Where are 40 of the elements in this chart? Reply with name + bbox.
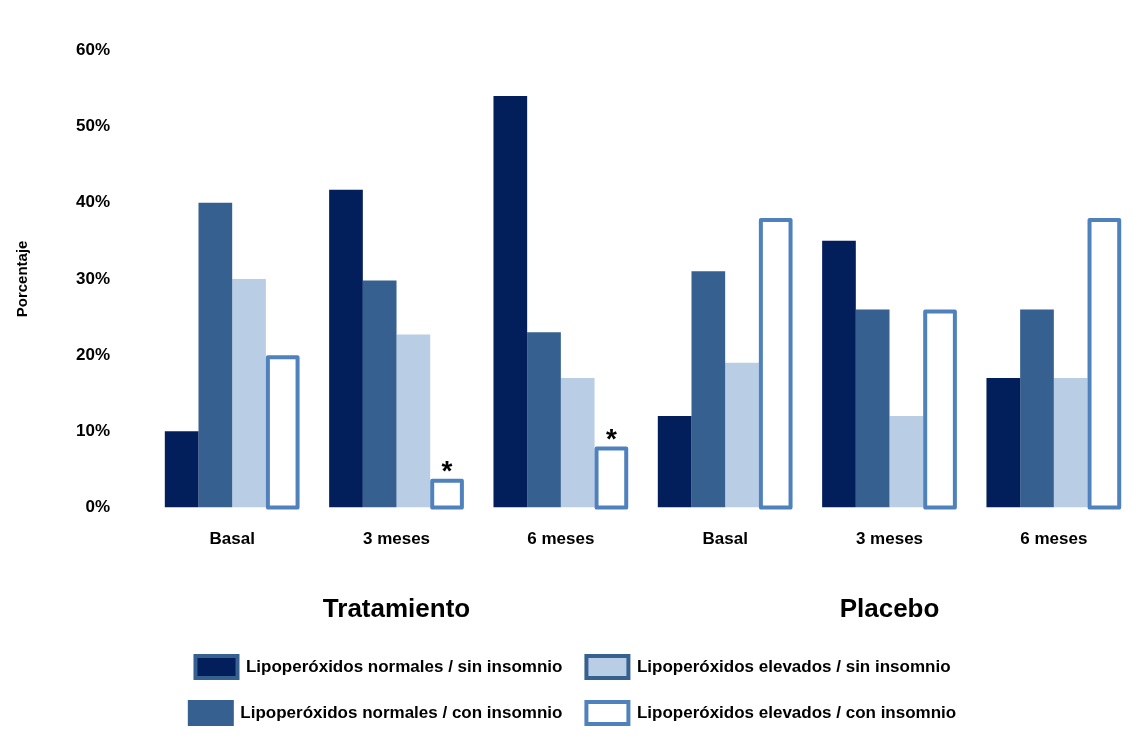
bar [493,95,528,508]
y-tick-label: 50% [75,116,111,136]
x-tick-label: 3 meses [362,529,431,549]
bar [362,280,397,508]
x-tick-label: 6 meses [1020,529,1088,549]
bar [657,416,692,508]
bar [396,334,431,508]
text: Tratamiento [322,593,471,624]
annotation: * [441,455,453,487]
bar [725,362,759,508]
legend-label: Lipoperóxidos normales / con insomnio [240,702,563,722]
x-tick-label: Basal [209,529,255,549]
bar [329,189,363,508]
bar [855,309,890,508]
annotation: * [605,423,617,455]
bar [1053,378,1088,508]
bar [986,378,1021,508]
bar [527,332,561,508]
x-tick-label: 6 meses [527,529,595,549]
y-tick-label: 10% [75,421,111,441]
x-tick-label: Basal [702,529,748,549]
text: Placebo [839,593,940,624]
y-axis-title: Porcentaje [13,240,31,318]
bar [164,431,199,508]
y-tick-label: 60% [75,39,111,59]
legend-label: Lipoperóxidos elevados / sin insomnio [636,656,951,676]
bar [198,202,233,508]
legend-label: Lipoperóxidos elevados / con insomnio [636,702,957,722]
legend-label: Lipoperóxidos normales / sin insomnio [245,656,563,676]
x-tick-label: 3 meses [855,529,924,549]
bar [232,278,266,508]
bar [822,240,856,508]
y-tick-label: 40% [75,192,111,212]
bar [1020,309,1054,508]
bar [560,378,595,508]
bar [889,416,924,508]
y-tick-label: 30% [75,268,111,288]
bar [691,271,726,508]
y-tick-label: 20% [75,344,111,364]
y-tick-label: 0% [85,497,111,517]
